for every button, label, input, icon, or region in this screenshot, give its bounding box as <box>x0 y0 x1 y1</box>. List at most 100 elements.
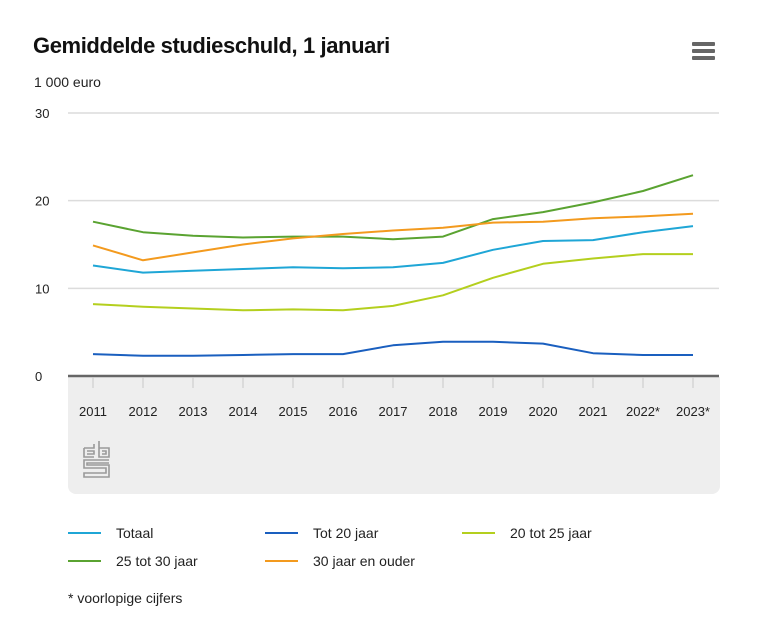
data-point[interactable] <box>389 302 397 310</box>
data-point[interactable] <box>339 230 347 238</box>
legend-label: Tot 20 jaar <box>313 525 379 541</box>
legend-item[interactable]: 20 tot 25 jaar <box>462 525 592 541</box>
x-tick-label: 2022* <box>626 404 660 419</box>
data-point[interactable] <box>89 241 97 249</box>
x-tick-label: 2016 <box>329 404 358 419</box>
legend-swatch <box>462 532 495 534</box>
data-point[interactable] <box>539 237 547 245</box>
data-point[interactable] <box>689 351 697 359</box>
data-point[interactable] <box>189 267 197 275</box>
data-point[interactable] <box>589 236 597 244</box>
data-point[interactable] <box>289 350 297 358</box>
data-point[interactable] <box>189 232 197 240</box>
data-point[interactable] <box>689 210 697 218</box>
legend-swatch <box>265 560 298 562</box>
data-point[interactable] <box>289 263 297 271</box>
series-line-totaal[interactable] <box>92 225 694 274</box>
data-point[interactable] <box>289 234 297 242</box>
legend-item[interactable]: 30 jaar en ouder <box>265 553 415 569</box>
data-point[interactable] <box>89 300 97 308</box>
data-point[interactable] <box>639 187 647 195</box>
data-point[interactable] <box>239 306 247 314</box>
series-line-20-tot-25-jaar[interactable] <box>92 253 693 312</box>
legend-label: 25 tot 30 jaar <box>116 553 198 569</box>
data-point[interactable] <box>539 340 547 348</box>
data-point[interactable] <box>139 256 147 264</box>
data-point[interactable] <box>89 262 97 270</box>
x-tick-label: 2017 <box>379 404 408 419</box>
data-point[interactable] <box>189 352 197 360</box>
hamburger-menu-icon-bar <box>692 56 715 60</box>
x-tick-label: 2021 <box>579 404 608 419</box>
x-tick-label: 2014 <box>229 404 258 419</box>
data-point[interactable] <box>539 218 547 226</box>
data-point[interactable] <box>639 351 647 359</box>
legend-swatch <box>68 532 101 534</box>
data-point[interactable] <box>189 305 197 313</box>
data-point[interactable] <box>639 250 647 258</box>
data-point[interactable] <box>589 198 597 206</box>
data-point[interactable] <box>139 303 147 311</box>
legend-item[interactable]: Tot 20 jaar <box>265 525 378 541</box>
series-line-tot-20-jaar[interactable] <box>92 340 693 357</box>
y-tick-label: 30 <box>35 106 49 121</box>
data-point[interactable] <box>439 338 447 346</box>
legend-label: 30 jaar en ouder <box>313 553 415 569</box>
data-point[interactable] <box>189 248 197 256</box>
legend-label: Totaal <box>116 525 154 541</box>
data-point[interactable] <box>239 234 247 242</box>
footnote: * voorlopige cijfers <box>68 590 183 606</box>
data-point[interactable] <box>589 349 597 357</box>
series-line-25-tot-30-jaar[interactable] <box>92 174 694 241</box>
data-point[interactable] <box>89 350 97 358</box>
data-point[interactable] <box>239 241 247 249</box>
legend-item[interactable]: Totaal <box>68 525 153 541</box>
data-point[interactable] <box>639 212 647 220</box>
data-point[interactable] <box>139 228 147 236</box>
data-point[interactable] <box>689 250 697 258</box>
hamburger-menu-icon-bar <box>692 49 715 53</box>
data-point[interactable] <box>289 305 297 313</box>
data-point[interactable] <box>439 291 447 299</box>
data-point[interactable] <box>439 224 447 232</box>
legend-item[interactable]: 25 tot 30 jaar <box>68 553 198 569</box>
data-point[interactable] <box>339 350 347 358</box>
data-point[interactable] <box>539 260 547 268</box>
data-point[interactable] <box>239 351 247 359</box>
data-point[interactable] <box>539 208 547 216</box>
data-point[interactable] <box>389 263 397 271</box>
data-point[interactable] <box>389 341 397 349</box>
data-point[interactable] <box>139 352 147 360</box>
data-point[interactable] <box>439 259 447 267</box>
legend-swatch <box>265 532 298 534</box>
data-point[interactable] <box>689 171 697 179</box>
series-line-30-jaar-en-ouder[interactable] <box>92 212 694 262</box>
legend-label: 20 tot 25 jaar <box>510 525 592 541</box>
data-point[interactable] <box>489 274 497 282</box>
data-point[interactable] <box>339 264 347 272</box>
x-tick-label: 2020 <box>529 404 558 419</box>
data-point[interactable] <box>589 214 597 222</box>
data-point[interactable] <box>89 218 97 226</box>
chart-title: Gemiddelde studieschuld, 1 januari <box>33 33 390 58</box>
data-point[interactable] <box>239 265 247 273</box>
chart-menu-button[interactable] <box>692 42 718 64</box>
data-point[interactable] <box>139 269 147 277</box>
data-point[interactable] <box>339 306 347 314</box>
y-axis-unit-label: 1 000 euro <box>34 74 101 90</box>
data-point[interactable] <box>489 219 497 227</box>
y-tick-label: 0 <box>35 369 42 384</box>
data-point[interactable] <box>389 235 397 243</box>
x-axis-panel <box>68 377 720 494</box>
data-point[interactable] <box>439 233 447 241</box>
data-point[interactable] <box>489 338 497 346</box>
x-tick-label: 2013 <box>179 404 208 419</box>
data-point[interactable] <box>589 255 597 263</box>
data-point[interactable] <box>639 228 647 236</box>
data-point[interactable] <box>389 227 397 235</box>
data-point[interactable] <box>489 246 497 254</box>
data-point[interactable] <box>689 222 697 230</box>
x-tick-label: 2019 <box>479 404 508 419</box>
legend-swatch <box>68 560 101 562</box>
